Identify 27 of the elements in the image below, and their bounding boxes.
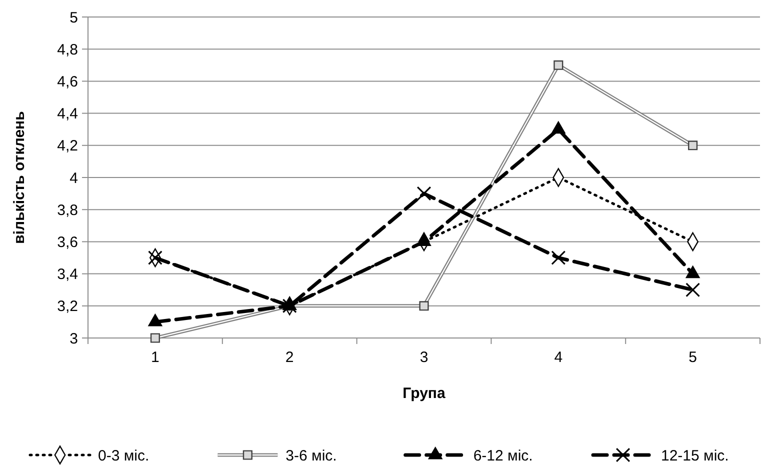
legend-label: 12-15 міс. bbox=[661, 447, 729, 464]
x-axis-title: Група bbox=[402, 385, 446, 402]
point bbox=[416, 186, 432, 201]
y-tick-label: 3,4 bbox=[57, 266, 78, 284]
x-tick-label: 2 bbox=[285, 349, 294, 366]
y-tick-label: 4,4 bbox=[57, 106, 78, 123]
legend-label: 6-12 міс. bbox=[473, 447, 533, 464]
x-tick-label: 4 bbox=[554, 349, 563, 366]
x-tick-label: 1 bbox=[151, 349, 160, 366]
y-tick-label: 3,2 bbox=[57, 298, 78, 316]
x-tick-label: 5 bbox=[688, 349, 697, 366]
x-tick-label: 3 bbox=[420, 349, 428, 366]
legend-label: 0-3 міс. bbox=[98, 447, 150, 464]
y-tick-label: 4,2 bbox=[57, 138, 78, 155]
y-tick-label: 4 bbox=[70, 170, 78, 187]
y-tick-label: 3 bbox=[70, 330, 78, 348]
point bbox=[148, 250, 162, 265]
y-tick-label: 4,8 bbox=[57, 41, 78, 58]
y-tick-label: 3,8 bbox=[57, 202, 78, 219]
y-axis-title: вількість отклень bbox=[11, 111, 28, 244]
point bbox=[282, 298, 297, 314]
y-tick-label: 4,6 bbox=[57, 73, 78, 90]
legend-label: 3-6 міс. bbox=[286, 447, 337, 464]
y-tick-label: 5 bbox=[70, 9, 78, 26]
point bbox=[686, 282, 700, 298]
point bbox=[551, 250, 566, 265]
y-tick-label: 3,6 bbox=[57, 234, 78, 251]
